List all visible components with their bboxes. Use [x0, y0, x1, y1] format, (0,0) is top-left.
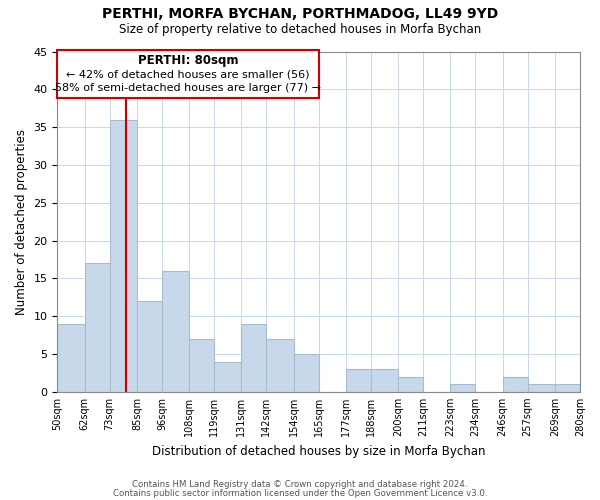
Bar: [503, 376, 528, 392]
Bar: [137, 301, 162, 392]
Bar: [528, 384, 555, 392]
Bar: [451, 384, 475, 392]
Text: Contains public sector information licensed under the Open Government Licence v3: Contains public sector information licen…: [113, 489, 487, 498]
Text: 58% of semi-detached houses are larger (77) →: 58% of semi-detached houses are larger (…: [55, 82, 321, 92]
Bar: [241, 324, 266, 392]
Text: Contains HM Land Registry data © Crown copyright and database right 2024.: Contains HM Land Registry data © Crown c…: [132, 480, 468, 489]
Bar: [371, 369, 398, 392]
Bar: [58, 324, 85, 392]
Bar: [85, 263, 110, 392]
Bar: [214, 362, 241, 392]
Text: PERTHI: 80sqm: PERTHI: 80sqm: [138, 54, 238, 67]
Bar: [294, 354, 319, 392]
FancyBboxPatch shape: [58, 50, 319, 98]
Text: Size of property relative to detached houses in Morfa Bychan: Size of property relative to detached ho…: [119, 22, 481, 36]
Bar: [189, 339, 214, 392]
Text: ← 42% of detached houses are smaller (56): ← 42% of detached houses are smaller (56…: [67, 69, 310, 79]
Bar: [346, 369, 371, 392]
Bar: [266, 339, 294, 392]
X-axis label: Distribution of detached houses by size in Morfa Bychan: Distribution of detached houses by size …: [152, 444, 485, 458]
Text: PERTHI, MORFA BYCHAN, PORTHMADOG, LL49 9YD: PERTHI, MORFA BYCHAN, PORTHMADOG, LL49 9…: [102, 8, 498, 22]
Bar: [110, 120, 137, 392]
Bar: [398, 376, 423, 392]
Y-axis label: Number of detached properties: Number of detached properties: [15, 128, 28, 314]
Bar: [555, 384, 580, 392]
Bar: [162, 271, 189, 392]
